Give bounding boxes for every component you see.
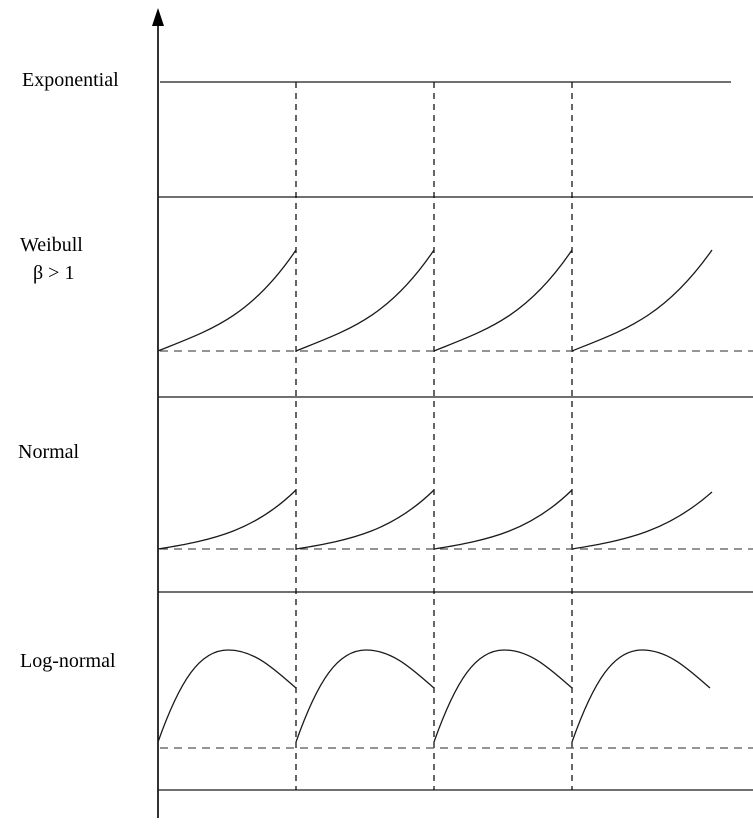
log-normal-curve-4	[571, 649, 711, 743]
log-normal-curve-1	[157, 649, 297, 743]
weibull-curve-4	[571, 249, 713, 352]
exponential-label: Exponential	[22, 69, 119, 91]
normal-curve-3	[433, 489, 573, 550]
log-normal-curve-3	[433, 649, 573, 743]
normal-curve-2	[295, 489, 435, 550]
log-normal-curve-2	[295, 649, 435, 743]
weibull-curve-1	[157, 249, 297, 352]
log-normal-label: Log-normal	[20, 650, 116, 672]
weibull-curves	[157, 249, 713, 352]
weibull-curve-2	[295, 249, 435, 352]
log-normal-curves	[157, 649, 711, 743]
weibull-beta-label: β > 1	[33, 262, 74, 284]
normal-label: Normal	[18, 441, 80, 463]
normal-curve-1	[157, 489, 297, 550]
normal-curves	[157, 489, 713, 550]
weibull-label: Weibull	[20, 234, 83, 256]
y-axis-arrowhead	[152, 8, 164, 26]
weibull-curve-3	[433, 249, 573, 352]
normal-curve-4	[571, 491, 713, 550]
